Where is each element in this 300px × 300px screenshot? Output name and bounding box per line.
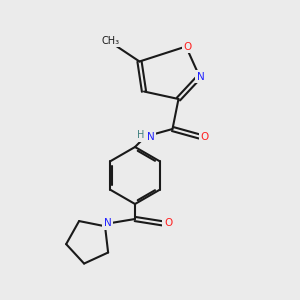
Text: O: O [164, 218, 172, 229]
Text: N: N [197, 71, 205, 82]
Text: O: O [201, 131, 209, 142]
Text: O: O [183, 41, 192, 52]
Text: CH₃: CH₃ [102, 35, 120, 46]
Text: N: N [103, 218, 111, 229]
Text: N: N [147, 131, 155, 142]
Text: H: H [136, 130, 144, 140]
